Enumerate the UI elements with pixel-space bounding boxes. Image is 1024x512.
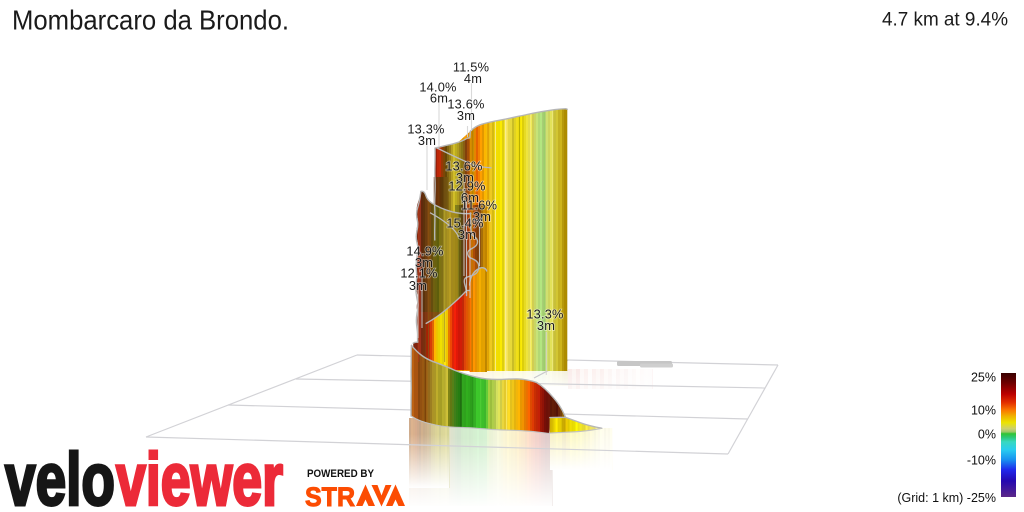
svg-text:11.6%: 11.6%	[461, 198, 497, 213]
svg-text:3m: 3m	[418, 133, 436, 148]
svg-text:velo: velo	[5, 438, 115, 512]
svg-text:3m: 3m	[537, 318, 555, 333]
svg-text:14.0%: 14.0%	[419, 80, 456, 95]
svg-text:Mombarcaro da Brondo.: Mombarcaro da Brondo.	[12, 5, 289, 36]
svg-text:3m: 3m	[409, 278, 427, 293]
svg-text:viewer: viewer	[116, 438, 283, 512]
svg-text:4.7 km at 9.4%: 4.7 km at 9.4%	[882, 9, 1008, 31]
svg-text:12.9%: 12.9%	[448, 179, 485, 194]
svg-text:10%: 10%	[971, 404, 996, 418]
svg-text:6m: 6m	[461, 190, 479, 205]
svg-text:13.6%: 13.6%	[447, 97, 484, 112]
svg-text:3m: 3m	[457, 108, 475, 123]
svg-text:12.1%: 12.1%	[400, 266, 437, 281]
svg-text:3m: 3m	[456, 170, 474, 185]
svg-text:-10%: -10%	[967, 454, 996, 468]
svg-text:11.5%: 11.5%	[453, 60, 489, 75]
svg-text:6m: 6m	[430, 91, 448, 106]
svg-text:25%: 25%	[971, 371, 996, 385]
svg-text:13.3%: 13.3%	[407, 122, 444, 137]
svg-text:0%: 0%	[978, 428, 996, 442]
svg-text:15.4%: 15.4%	[446, 216, 483, 231]
svg-text:13.6%: 13.6%	[445, 159, 482, 174]
svg-text:13.3%: 13.3%	[526, 307, 563, 322]
svg-text:(Grid: 1 km) -25%: (Grid: 1 km) -25%	[897, 491, 996, 505]
svg-text:STR: STR	[305, 482, 355, 512]
svg-text:POWERED BY: POWERED BY	[307, 468, 375, 480]
svg-text:3m: 3m	[473, 209, 491, 224]
svg-text:14.9%: 14.9%	[406, 244, 443, 259]
svg-text:3m: 3m	[458, 227, 476, 242]
svg-text:3m: 3m	[415, 255, 433, 270]
svg-text:4m: 4m	[464, 71, 482, 86]
